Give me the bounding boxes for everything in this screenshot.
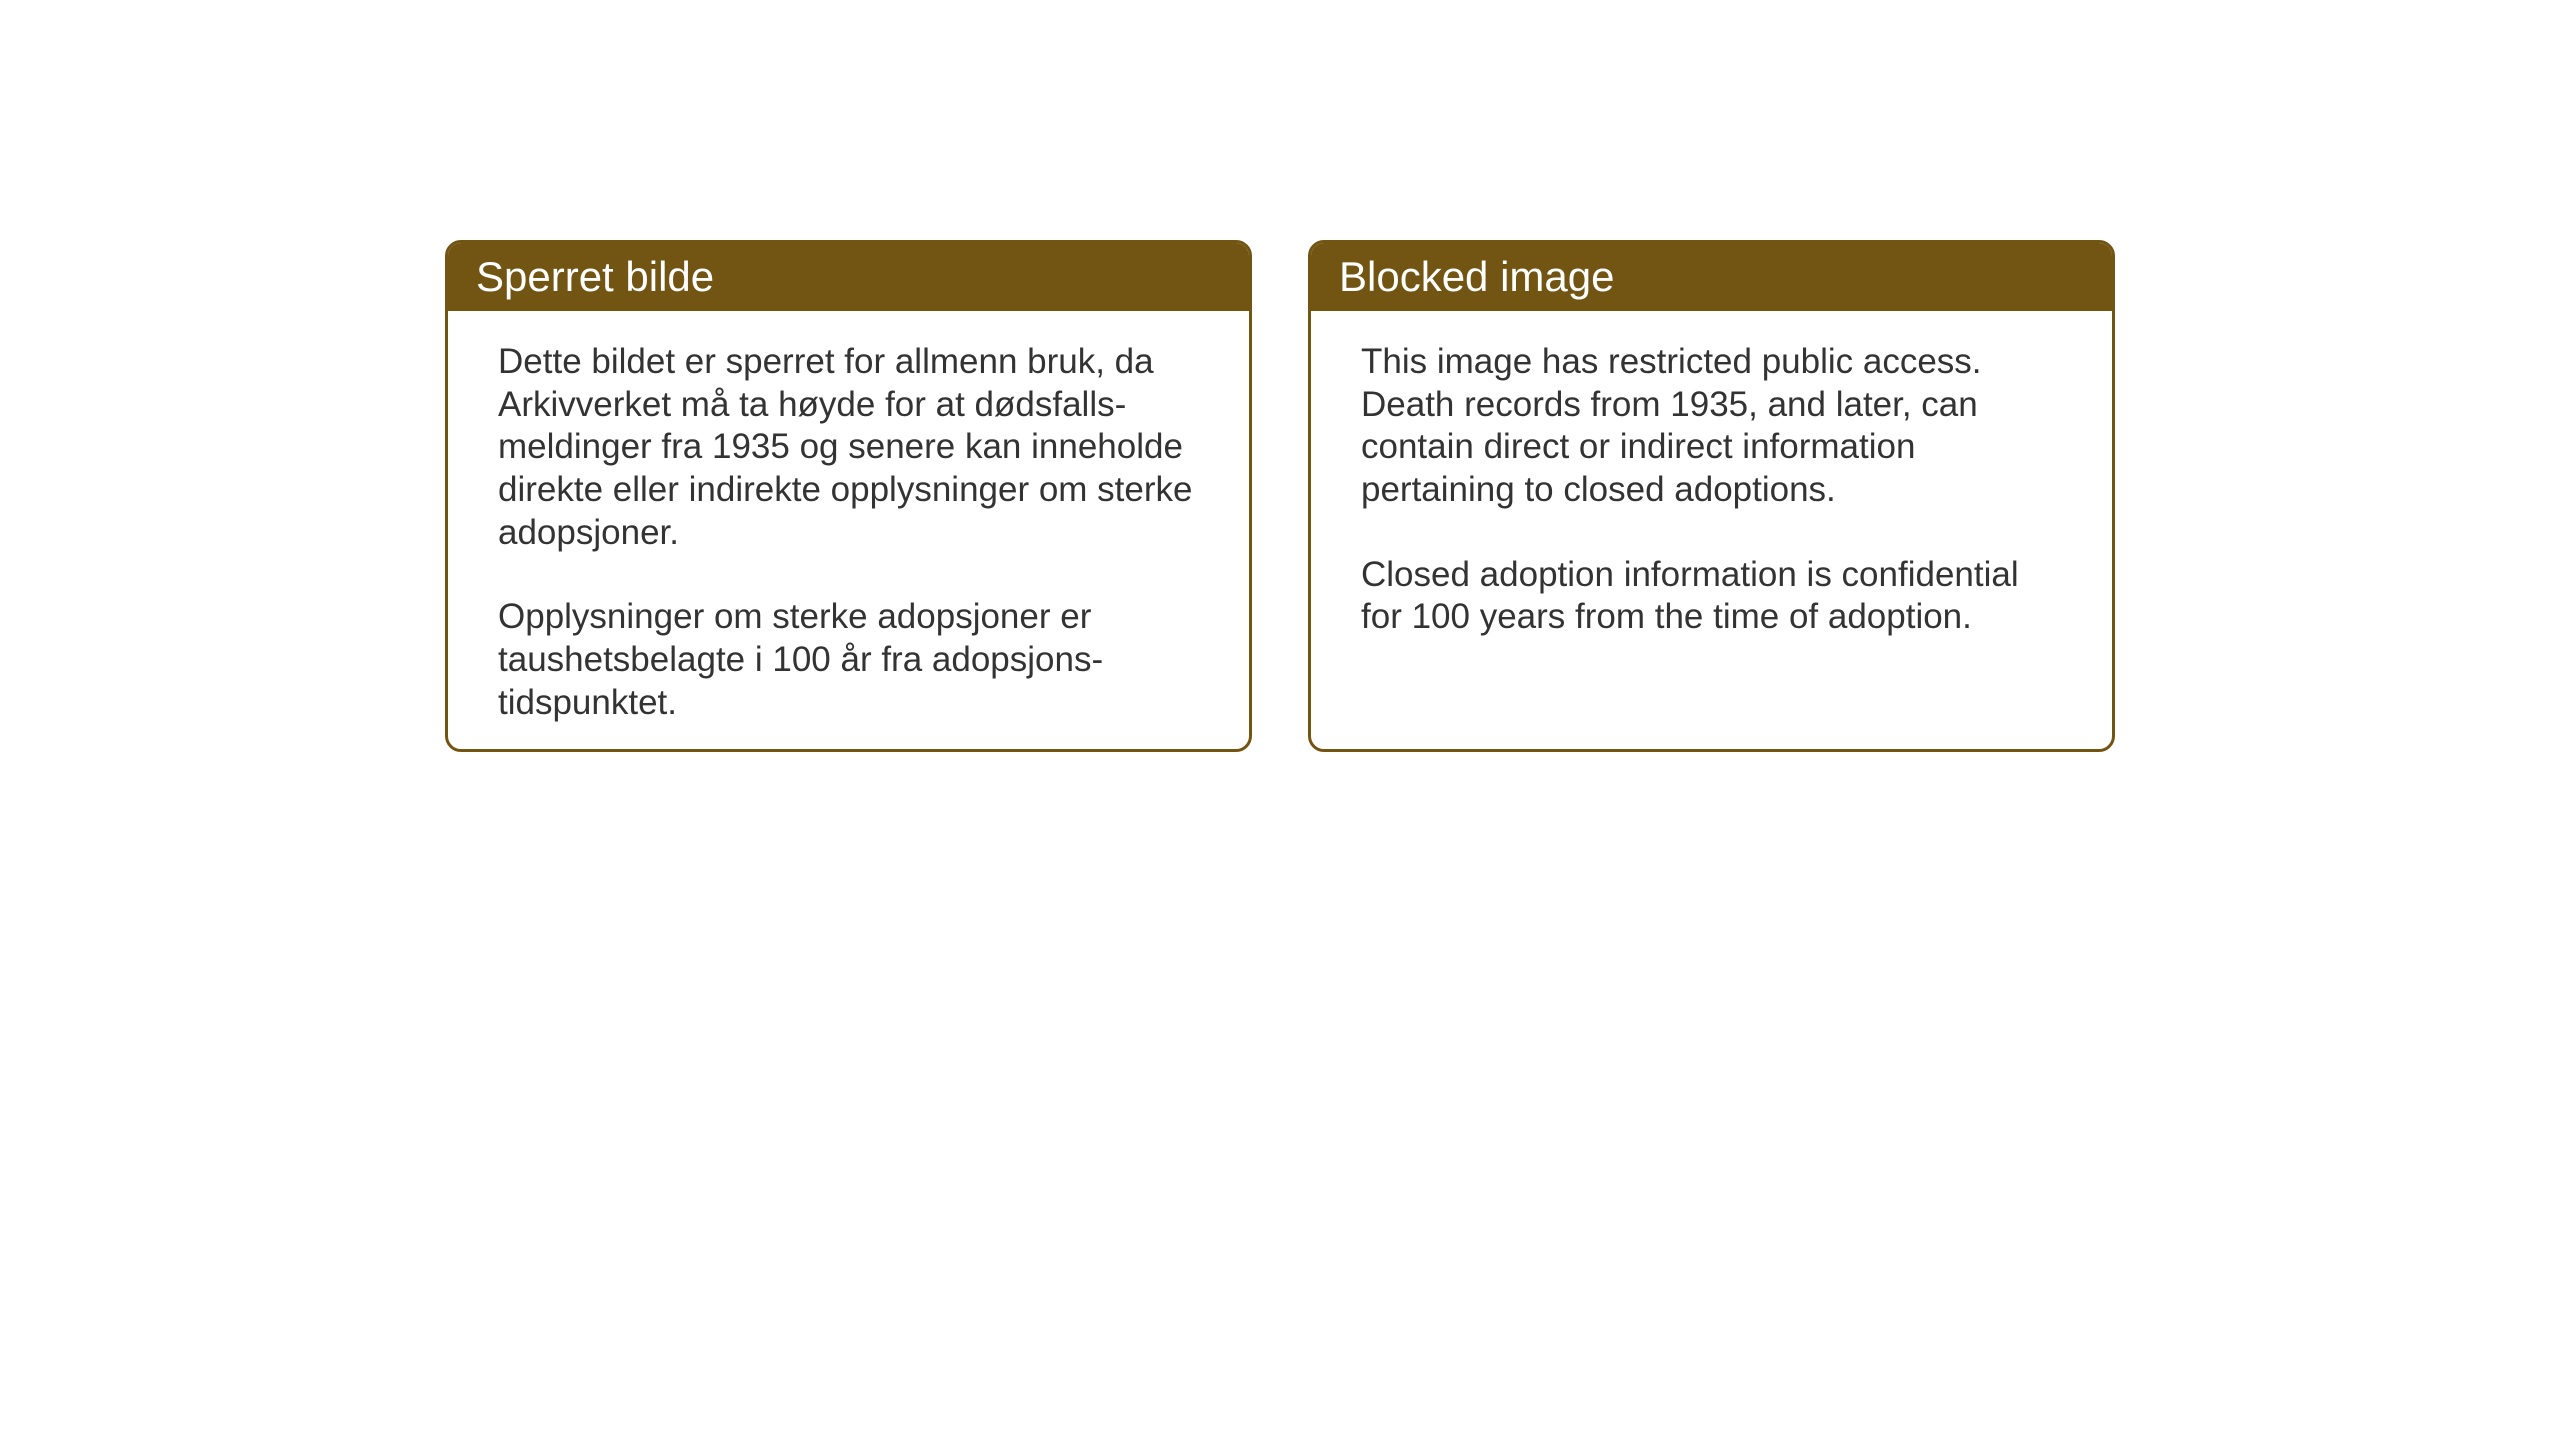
card-title-norwegian: Sperret bilde xyxy=(476,253,714,300)
card-body-english: This image has restricted public access.… xyxy=(1311,311,2112,669)
card-paragraph-1-english: This image has restricted public access.… xyxy=(1361,341,2062,512)
card-paragraph-2-english: Closed adoption information is confident… xyxy=(1361,554,2062,639)
card-header-norwegian: Sperret bilde xyxy=(448,243,1249,311)
card-paragraph-2-norwegian: Opplysninger om sterke adopsjoner er tau… xyxy=(498,596,1199,724)
card-header-english: Blocked image xyxy=(1311,243,2112,311)
card-norwegian: Sperret bilde Dette bildet er sperret fo… xyxy=(445,240,1252,752)
card-english: Blocked image This image has restricted … xyxy=(1308,240,2115,752)
card-title-english: Blocked image xyxy=(1339,253,1614,300)
card-paragraph-1-norwegian: Dette bildet er sperret for allmenn bruk… xyxy=(498,341,1199,554)
cards-container: Sperret bilde Dette bildet er sperret fo… xyxy=(445,240,2115,752)
card-body-norwegian: Dette bildet er sperret for allmenn bruk… xyxy=(448,311,1249,752)
